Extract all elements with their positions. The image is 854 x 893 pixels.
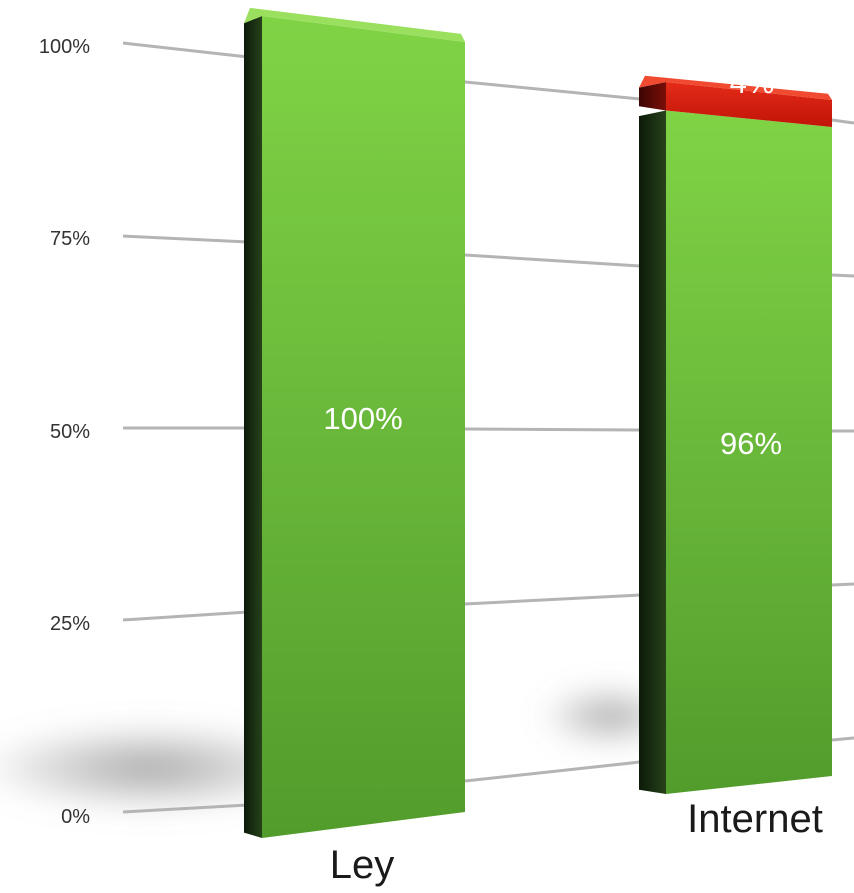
gridline-1-segment-2 (831, 582, 854, 587)
ley-value-label: 100% (323, 401, 402, 436)
category-label-internet: Internet (687, 797, 823, 841)
y-tick-75: 75% (50, 228, 90, 250)
y-tick-100: 100% (39, 36, 90, 58)
bar-internet-series-1 (666, 82, 832, 128)
gridline-4-segment-1 (464, 80, 641, 101)
gridline-1-segment-0 (122, 610, 249, 622)
bar-internet-series-1-top (639, 75, 832, 100)
gridline-1-segment-1 (464, 593, 641, 606)
gridline-0-segment-0 (122, 803, 249, 814)
ley-bar-shadow (0, 724, 325, 812)
y-axis-ticks: 0% 25% 50% 75% 100% (39, 36, 90, 828)
gridlines (122, 41, 854, 814)
internet-green-value-label: 96% (720, 426, 782, 461)
bar-ley-series-0 (262, 16, 465, 838)
bars (244, 7, 832, 838)
y-tick-50: 50% (50, 421, 90, 443)
gridline-3-segment-1 (464, 253, 641, 268)
y-tick-0: 0% (61, 806, 90, 828)
bar-internet-series-0 (666, 110, 832, 795)
gridline-4-segment-2 (831, 118, 854, 125)
gridline-4-segment-0 (122, 41, 249, 59)
bar-internet-series-1-side (639, 82, 666, 111)
gridline-0-segment-1 (464, 760, 641, 783)
bar-ley-series-0-top (244, 7, 465, 42)
bar-ley-series-0-side (244, 16, 262, 838)
gridline-3-segment-0 (122, 234, 249, 244)
gridline-3-segment-2 (831, 273, 854, 278)
internet-red-value-label: 4% (730, 65, 775, 100)
bar-internet-series-0-side (639, 110, 666, 795)
y-tick-25: 25% (50, 613, 90, 635)
category-label-ley: Ley (330, 843, 395, 887)
gridline-2-segment-1 (464, 427, 641, 432)
gridline-0-segment-2 (831, 736, 854, 742)
labels: 100% 96% 4% Ley Internet (323, 65, 822, 887)
